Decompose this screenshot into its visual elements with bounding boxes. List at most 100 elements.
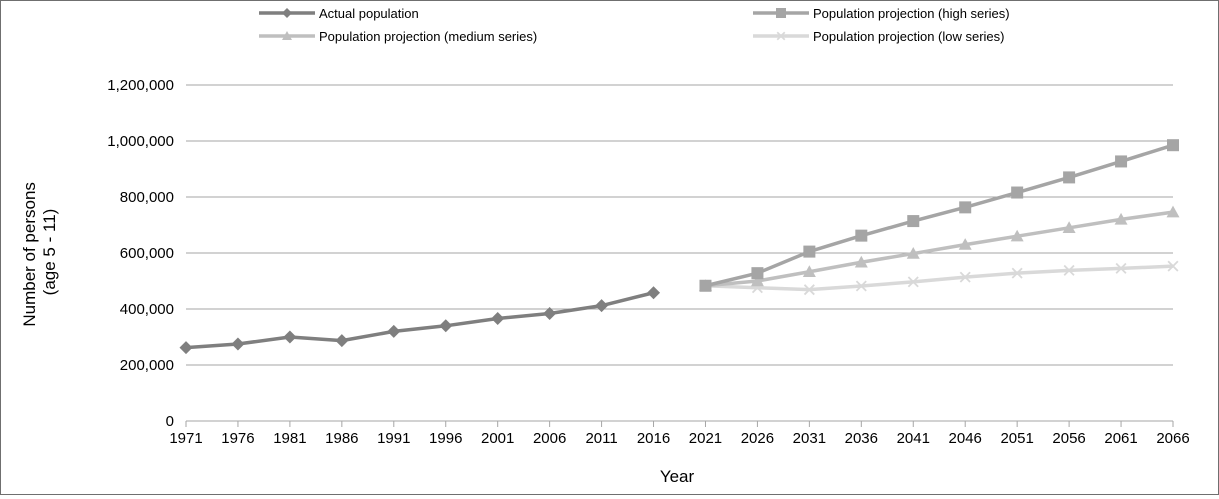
x-tick-label: 2011 (585, 430, 617, 447)
x-tick-label: 1991 (377, 430, 410, 447)
y-tick-label: 400,000 (120, 301, 174, 318)
series-line (185, 291, 654, 350)
data-point (1063, 171, 1076, 184)
legend-label: Population projection (low series) (813, 29, 1004, 44)
legend-marker (282, 31, 292, 40)
legend-label: Population projection (medium series) (319, 29, 537, 44)
series-line (705, 264, 1174, 292)
data-point (751, 267, 764, 280)
x-tick-label: 2001 (481, 430, 514, 447)
data-point (959, 271, 971, 283)
legend-entry: Actual population (259, 6, 419, 21)
data-point (854, 255, 868, 268)
data-point-stroke (803, 284, 815, 296)
data-point (855, 280, 867, 292)
x-tick-label: 1976 (221, 430, 254, 447)
data-point (1010, 229, 1024, 242)
data-point-stroke (1167, 260, 1179, 272)
legend-label: Population projection (high series) (813, 6, 1010, 21)
x-tick-label: 2036 (845, 430, 878, 447)
data-point (647, 286, 661, 300)
series-lines (179, 139, 1180, 355)
data-point-stroke (959, 271, 971, 283)
data-point (543, 306, 557, 320)
y-tick-label: 600,000 (120, 245, 174, 262)
data-point (231, 337, 245, 351)
data-point (906, 247, 920, 259)
data-point (958, 238, 972, 250)
data-point (1114, 212, 1128, 225)
x-tick-label: 1981 (273, 430, 306, 447)
data-point (335, 334, 349, 348)
data-point-stroke (907, 276, 919, 288)
y-axis-title-line-2: (age 5 - 11) (40, 209, 59, 296)
y-tick-label: 0 (166, 413, 174, 430)
data-point (283, 330, 297, 344)
x-tick-label: 2016 (637, 430, 670, 447)
data-point (1166, 205, 1180, 218)
data-point (907, 276, 919, 288)
x-axis-title: Year (660, 467, 695, 486)
x-tick-label: 1996 (429, 430, 462, 447)
series-line (705, 143, 1174, 288)
x-tick-label: 2056 (1052, 430, 1085, 447)
data-point (1115, 262, 1127, 274)
data-point (1062, 221, 1076, 233)
legend-marker (776, 31, 786, 41)
legend-label: Actual population (319, 6, 419, 21)
series-diamond (179, 286, 661, 355)
data-point-stroke (1115, 262, 1127, 274)
data-point (595, 299, 609, 313)
data-point (1011, 186, 1024, 199)
data-point (803, 284, 815, 296)
gridlines (186, 84, 1173, 366)
x-tick-label: 2051 (1000, 430, 1033, 447)
series-square (699, 139, 1179, 292)
data-point (179, 341, 193, 355)
y-tick-label: 800,000 (120, 189, 174, 206)
data-point (1063, 264, 1075, 276)
legend-marker (282, 8, 292, 18)
x-tick-label: 2041 (897, 430, 930, 447)
data-point (1167, 260, 1179, 272)
data-point (750, 274, 764, 287)
legend-marker-stroke (776, 31, 786, 41)
axes: 0 200,000 400,000 600,000 800,000 1,000,000 1,… (107, 77, 1189, 447)
data-point-stroke (1011, 267, 1023, 279)
series-line (705, 210, 1174, 288)
legend-marker (776, 8, 786, 18)
data-point (699, 279, 712, 292)
data-point (491, 312, 505, 326)
data-point (959, 201, 972, 214)
legend-entry: Population projection (medium series) (259, 29, 537, 44)
data-point (855, 229, 868, 242)
data-point-stroke (1063, 264, 1075, 276)
data-point (387, 324, 401, 338)
x-tick-label: 2006 (533, 430, 566, 447)
x-tick-label: 2026 (741, 430, 774, 447)
x-tick-label: 2031 (793, 430, 826, 447)
legend: Actual population Population projection (… (259, 6, 1010, 44)
data-point (1115, 155, 1128, 168)
y-tick-label: 1,200,000 (107, 77, 174, 94)
data-point (439, 319, 453, 333)
y-axis-title: Number of persons (age 5 - 11) (20, 177, 59, 326)
x-tick-label: 2066 (1156, 430, 1189, 447)
data-point-stroke (855, 280, 867, 292)
y-axis-title-line-1: Number of persons (20, 182, 39, 327)
y-tick-label: 1,000,000 (107, 133, 174, 150)
data-point (802, 265, 816, 277)
data-point (907, 215, 920, 228)
x-tick-label: 1986 (325, 430, 358, 447)
data-point (1167, 139, 1179, 152)
x-tick-label: 1971 (169, 430, 202, 447)
data-point (1011, 267, 1023, 279)
y-tick-label: 200,000 (120, 357, 174, 374)
legend-entry: Population projection (low series) (753, 29, 1004, 44)
x-tick-label: 2061 (1104, 430, 1137, 447)
legend-entry: Population projection (high series) (753, 6, 1010, 21)
data-point (803, 245, 816, 258)
x-tick-label: 2046 (949, 430, 982, 447)
